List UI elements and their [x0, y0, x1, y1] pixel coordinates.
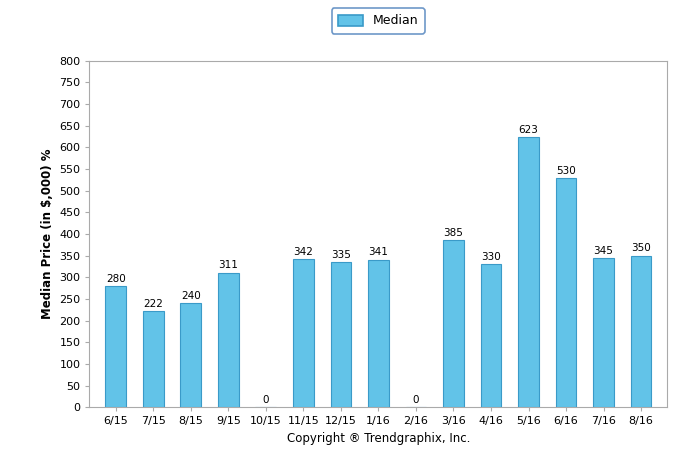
Text: 280: 280 — [106, 274, 126, 284]
Bar — [330, 262, 351, 407]
Bar — [518, 138, 539, 407]
Text: 330: 330 — [481, 252, 501, 262]
Text: 345: 345 — [594, 246, 614, 256]
Bar — [593, 258, 614, 407]
Bar — [631, 256, 652, 407]
X-axis label: Copyright ® Trendgraphix, Inc.: Copyright ® Trendgraphix, Inc. — [287, 432, 470, 445]
Text: 240: 240 — [181, 291, 201, 301]
Bar — [556, 178, 577, 407]
Bar — [143, 311, 164, 407]
Bar — [481, 264, 502, 407]
Bar — [218, 272, 239, 407]
Bar — [368, 260, 389, 407]
Text: 0: 0 — [263, 395, 269, 405]
Bar — [105, 286, 126, 407]
Text: 341: 341 — [369, 248, 388, 257]
Text: 350: 350 — [631, 243, 651, 254]
Y-axis label: Median Price (in $,000) %: Median Price (in $,000) % — [41, 149, 54, 319]
Bar — [293, 259, 314, 407]
Text: 311: 311 — [218, 260, 238, 271]
Text: 385: 385 — [444, 228, 464, 238]
Text: 530: 530 — [556, 166, 576, 176]
Text: 335: 335 — [331, 250, 351, 260]
Text: 342: 342 — [293, 247, 313, 257]
Legend: Median: Median — [332, 8, 425, 34]
Text: 623: 623 — [519, 125, 539, 135]
Bar — [443, 241, 464, 407]
Text: 0: 0 — [413, 395, 419, 405]
Text: 222: 222 — [143, 299, 163, 309]
Bar — [180, 303, 201, 407]
